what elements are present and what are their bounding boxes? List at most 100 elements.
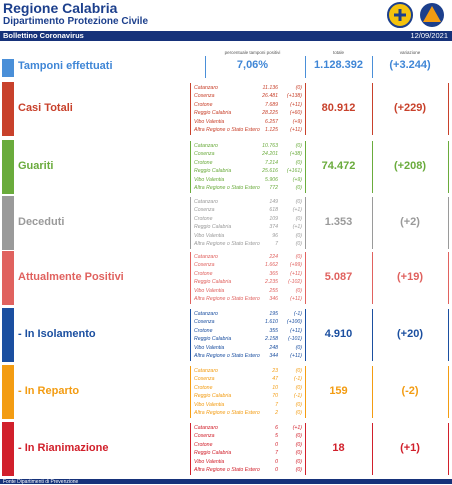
change: (+3.244)	[389, 59, 431, 71]
color-bar	[2, 82, 14, 136]
area-change: (-1)	[293, 376, 302, 383]
subtitle: Dipartimento Protezione Civile	[3, 16, 149, 27]
area-change: (0)	[295, 344, 302, 351]
area-value: 7.689	[265, 101, 278, 108]
area-change: (0)	[295, 143, 302, 149]
divider	[190, 141, 191, 193]
area: Reggio Calabria	[194, 279, 232, 286]
row-label: Guariti	[18, 160, 54, 172]
area-value: 149	[269, 199, 278, 205]
divider	[372, 141, 373, 193]
divider	[305, 56, 306, 78]
area: Altra Regione o Stato Estero	[194, 185, 260, 191]
divider	[190, 366, 191, 418]
divider	[372, 309, 373, 361]
area-value: 28.225	[262, 110, 278, 117]
area-value: 70	[272, 393, 278, 400]
area-change: (0)	[295, 410, 302, 416]
row-label: Attualmente Positivi	[18, 271, 124, 283]
area-change: (0)	[295, 241, 302, 247]
area: Crotone	[194, 101, 213, 108]
area: Vibo Valentia	[194, 401, 225, 408]
area-value: 248	[269, 344, 278, 351]
area-value: 1.125	[265, 127, 278, 133]
area-value: 2.158	[265, 336, 278, 343]
divider	[305, 197, 306, 249]
row-label: - In Rianimazione	[18, 442, 109, 454]
area-change: (0)	[295, 368, 302, 374]
area-change: (0)	[295, 232, 302, 239]
area-change: (0)	[295, 384, 302, 391]
area: Altra Regione o Stato Estero	[194, 467, 260, 473]
divider	[305, 423, 306, 475]
area-value: 1.610	[265, 319, 278, 326]
change: (+20)	[397, 328, 423, 340]
total: 159	[329, 385, 348, 397]
area: Catanzaro	[194, 311, 218, 317]
area: Vibo Valentia	[194, 287, 225, 294]
divider	[305, 366, 306, 418]
area: Catanzaro	[194, 368, 218, 374]
area-value: 10	[272, 384, 278, 391]
area-value: 7	[275, 241, 278, 247]
area-value: 0	[275, 441, 278, 448]
area-change: (+9)	[292, 176, 302, 183]
area: Reggio Calabria	[194, 224, 232, 231]
divider	[372, 252, 373, 304]
area-value: 25.616	[262, 168, 278, 175]
total: 1.128.392	[314, 59, 363, 71]
area: Crotone	[194, 159, 213, 166]
area: Reggio Calabria	[194, 393, 232, 400]
footer-bar	[0, 479, 452, 484]
area-value: 344	[269, 353, 278, 359]
area-value: 5.906	[265, 176, 278, 183]
area-value: 11.136	[262, 85, 278, 91]
area-value: 7.214	[265, 159, 278, 166]
change: (+229)	[393, 102, 427, 114]
area-value: 374	[269, 224, 278, 231]
divider	[305, 141, 306, 193]
area: Crotone	[194, 270, 213, 277]
area-value: 365	[269, 270, 278, 277]
area-value: 24.201	[262, 151, 278, 158]
divider	[448, 366, 449, 418]
area-value: 47	[272, 376, 278, 383]
total: 18	[332, 442, 345, 454]
area-value: 10.763	[262, 143, 278, 149]
area: Vibo Valentia	[194, 176, 225, 183]
area: Reggio Calabria	[194, 450, 232, 457]
area-change: (-102)	[288, 279, 302, 286]
area-value: 7	[275, 450, 278, 457]
footer: Fonte Dipartimenti di Prevenzione	[3, 479, 79, 485]
divider	[448, 197, 449, 249]
row-label: - In Isolamento	[18, 328, 96, 340]
percent: 7,06%	[236, 59, 269, 71]
area-change: (-1)	[293, 311, 302, 317]
area: Catanzaro	[194, 425, 218, 431]
area-change: (+11)	[290, 327, 302, 334]
divider	[372, 423, 373, 475]
area: Catanzaro	[194, 143, 218, 149]
divider	[190, 252, 191, 304]
divider	[190, 309, 191, 361]
change: (+2)	[400, 216, 420, 228]
area-change: (0)	[295, 199, 302, 205]
area-change: (+1)	[292, 224, 302, 231]
divider	[372, 197, 373, 249]
area-value: 6.257	[265, 118, 278, 125]
area-value: 195	[269, 311, 278, 317]
color-bar	[2, 59, 14, 77]
bulletin-label: Bollettino Coronavirus	[3, 31, 84, 40]
area-change: (+1)	[292, 425, 302, 431]
change: (-2)	[401, 385, 419, 397]
area: Vibo Valentia	[194, 344, 225, 351]
area-change: (+138)	[286, 93, 302, 100]
title: Regione Calabria	[3, 0, 118, 16]
column-header: variazione	[399, 50, 421, 55]
area: Catanzaro	[194, 85, 218, 91]
area-value: 7	[275, 401, 278, 408]
area-value: 26.481	[262, 93, 278, 100]
logos	[387, 2, 444, 28]
color-bar	[2, 422, 14, 476]
color-bar	[2, 308, 14, 362]
